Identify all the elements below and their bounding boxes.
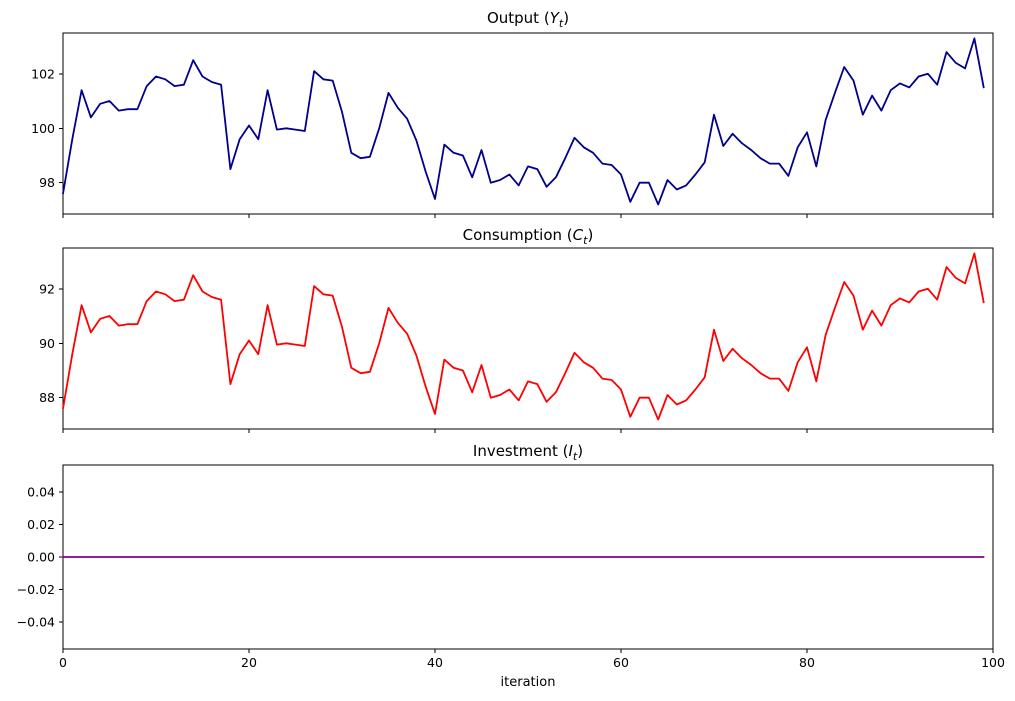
consumption-title-suffix: ) xyxy=(587,226,594,244)
output-frame xyxy=(62,32,994,215)
output-title: Output (Yt) xyxy=(63,9,993,30)
investment-title-sub: t xyxy=(572,450,578,463)
x-axis-label: iteration xyxy=(500,675,556,690)
output-title-sub: t xyxy=(558,17,564,30)
investment-title-prefix: Investment ( xyxy=(472,442,569,460)
output-subplot: 98 100 102 xyxy=(31,32,994,218)
output-ytick-label: 98 xyxy=(39,175,55,190)
output-title-var: Y xyxy=(549,9,559,27)
investment-ytick-label: 0.04 xyxy=(27,484,55,499)
consumption-frame xyxy=(62,247,994,430)
output-ytick-label: 102 xyxy=(31,66,55,81)
output-title-prefix: Output ( xyxy=(486,9,550,27)
output-ytick-label: 100 xyxy=(31,121,55,136)
investment-xtick-label: 20 xyxy=(241,655,257,670)
consumption-ytick-label: 88 xyxy=(39,390,55,405)
investment-ytick-label: −0.04 xyxy=(17,615,55,630)
investment-ytick-label: 0.00 xyxy=(27,550,55,565)
investment-title-suffix: ) xyxy=(577,442,584,460)
investment-title: Investment (It) xyxy=(63,442,993,463)
output-title-suffix: ) xyxy=(563,9,570,27)
consumption-title: Consumption (Ct) xyxy=(63,226,993,247)
investment-xtick-label: 40 xyxy=(427,655,443,670)
investment-xtick-label: 0 xyxy=(59,655,67,670)
consumption-ytick-label: 90 xyxy=(39,336,55,351)
investment-subplot: −0.04 −0.02 0.00 0.02 0.04 0 20 40 60 80 100 xyxy=(17,464,1005,670)
investment-title-var: I xyxy=(568,442,573,460)
consumption-ytick-label: 92 xyxy=(39,281,55,296)
output-line xyxy=(62,37,985,206)
investment-xtick-label: 100 xyxy=(981,655,1005,670)
investment-ytick-label: 0.02 xyxy=(27,517,55,532)
investment-xtick-label: 80 xyxy=(799,655,815,670)
consumption-title-sub: t xyxy=(583,234,588,247)
consumption-subplot: 88 90 92 xyxy=(39,247,994,433)
consumption-title-var: C xyxy=(572,226,584,244)
investment-ytick-label: −0.02 xyxy=(17,582,55,597)
consumption-line xyxy=(62,252,985,421)
consumption-title-prefix: Consumption ( xyxy=(462,226,573,244)
investment-xtick-label: 60 xyxy=(613,655,629,670)
